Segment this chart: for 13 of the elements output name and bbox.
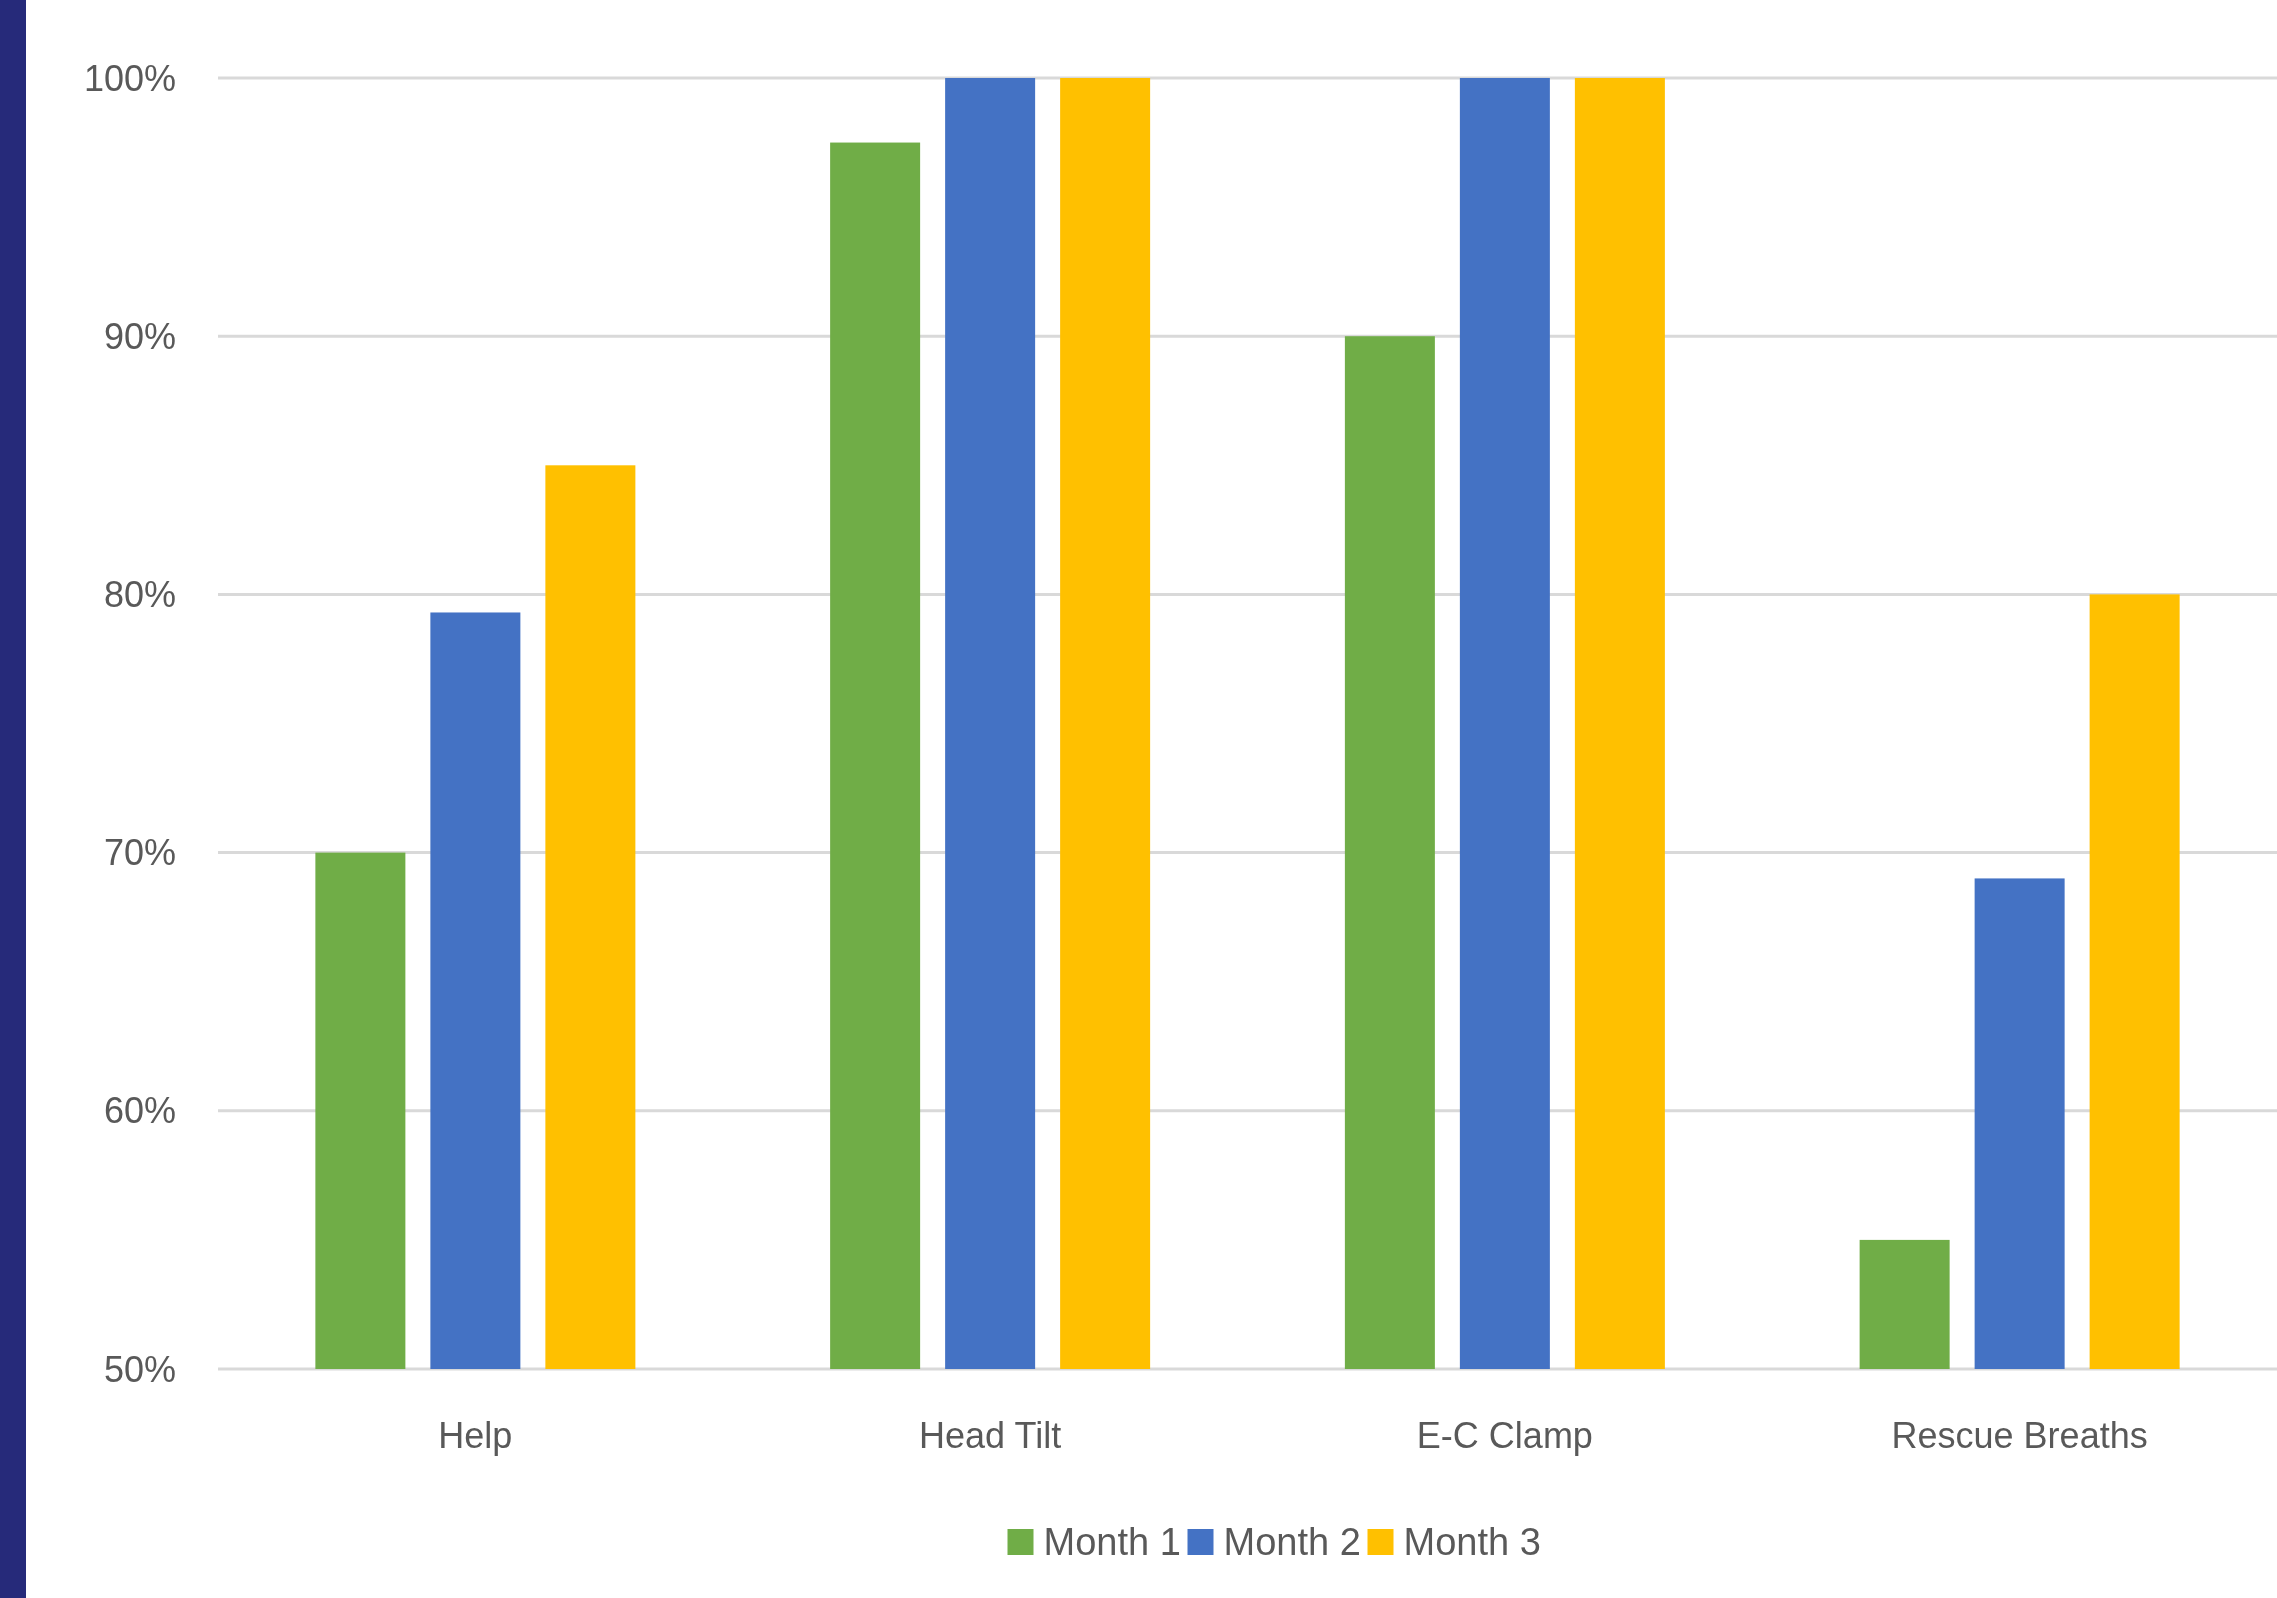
y-tick-label: 50% — [103, 1348, 176, 1390]
x-tick-label: Help — [438, 1414, 513, 1456]
x-tick-label: Head Tilt — [919, 1414, 1062, 1456]
legend-label: Month 3 — [1403, 1521, 1541, 1563]
y-tick-label: 70% — [103, 832, 176, 874]
y-tick-label: 60% — [103, 1090, 176, 1132]
legend-label: Month 2 — [1223, 1521, 1361, 1563]
x-tick-label: Rescue Breaths — [1891, 1414, 2148, 1456]
y-tick-label: 100% — [83, 57, 176, 99]
y-tick-label: 80% — [103, 573, 176, 615]
legend-label: Month 1 — [1043, 1521, 1181, 1563]
x-tick-label: E-C Clamp — [1416, 1414, 1593, 1456]
y-tick-label: 90% — [103, 315, 176, 357]
